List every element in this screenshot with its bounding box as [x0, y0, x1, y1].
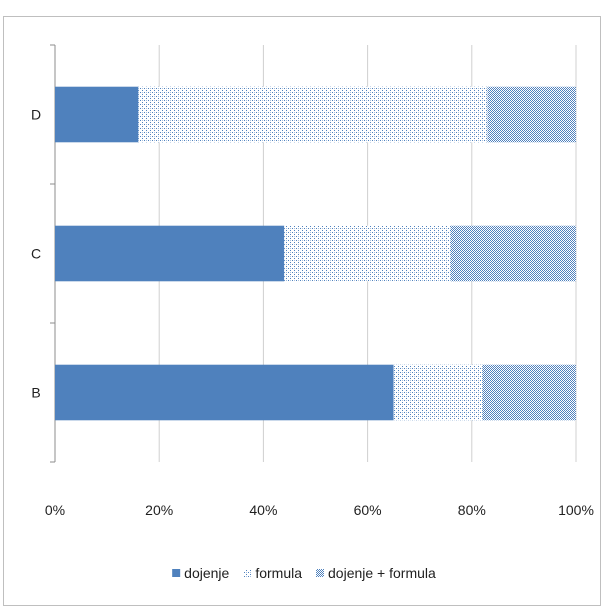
x-tick-label: 40%: [249, 502, 277, 518]
bars: [55, 86, 576, 421]
category-axis: [50, 44, 56, 463]
category-label: C: [31, 246, 41, 262]
bar-segment: [55, 86, 139, 143]
x-tick-label: 0%: [45, 502, 65, 518]
category-label: B: [31, 385, 40, 401]
bar-segment: [393, 364, 483, 421]
x-tick-label: 20%: [145, 502, 173, 518]
x-tick-label: 100%: [558, 502, 594, 518]
category-label: D: [31, 107, 41, 123]
bar-segment: [482, 364, 576, 421]
bar-segment: [55, 225, 285, 282]
bar-segment: [138, 86, 488, 143]
bar-segment: [450, 225, 576, 282]
bar-segment: [487, 86, 576, 143]
category-labels: D C B: [31, 107, 41, 401]
x-tick-labels: 0% 20% 40% 60% 80% 100%: [45, 502, 594, 518]
bar-segment: [284, 225, 451, 282]
legend-label: dojenje: [184, 565, 229, 581]
legend: dojenje formula dojenje + formula: [172, 565, 436, 581]
legend-swatch: [316, 569, 325, 577]
bar-segment: [55, 364, 394, 421]
legend-label: formula: [255, 565, 302, 581]
legend-label: dojenje + formula: [328, 565, 436, 581]
legend-swatch: [243, 569, 252, 577]
x-tick-label: 60%: [354, 502, 382, 518]
legend-swatch: [172, 569, 181, 577]
x-tick-label: 80%: [458, 502, 486, 518]
